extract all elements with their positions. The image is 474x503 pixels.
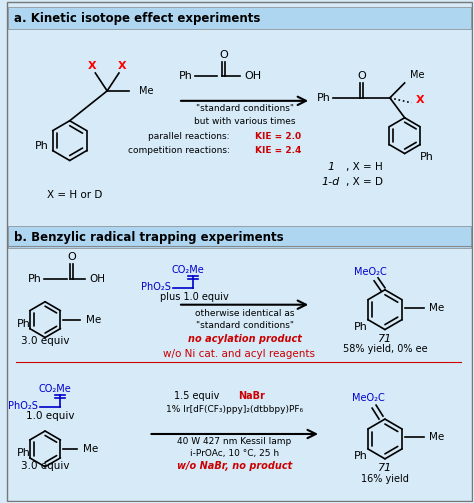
Text: Me: Me xyxy=(86,314,102,324)
Text: 3.0 equiv: 3.0 equiv xyxy=(21,461,69,471)
Text: 71: 71 xyxy=(378,333,392,344)
Text: 3.0 equiv: 3.0 equiv xyxy=(21,337,69,347)
Text: Ph: Ph xyxy=(17,318,30,328)
Text: Ph: Ph xyxy=(420,151,434,161)
Text: 1.5 equiv: 1.5 equiv xyxy=(174,391,222,401)
Text: Ph: Ph xyxy=(28,274,42,284)
Text: 1: 1 xyxy=(327,162,334,173)
Text: , X = H: , X = H xyxy=(346,162,383,173)
Text: 40 W 427 nm Kessil lamp: 40 W 427 nm Kessil lamp xyxy=(177,437,292,446)
Text: 16% yield: 16% yield xyxy=(361,474,409,484)
Text: competition reactions:: competition reactions: xyxy=(128,145,232,154)
Text: 1.0 equiv: 1.0 equiv xyxy=(26,411,74,421)
Text: O: O xyxy=(357,71,365,81)
Text: Ph: Ph xyxy=(354,321,367,331)
Text: i-PrOAc, 10 °C, 25 h: i-PrOAc, 10 °C, 25 h xyxy=(190,449,279,458)
Text: CO₂Me: CO₂Me xyxy=(172,265,204,275)
Text: OH: OH xyxy=(90,274,105,284)
Text: 71: 71 xyxy=(378,463,392,473)
Text: PhO₂S: PhO₂S xyxy=(9,401,38,411)
Text: Me: Me xyxy=(410,70,424,80)
FancyBboxPatch shape xyxy=(8,226,471,248)
Text: KIE = 2.0: KIE = 2.0 xyxy=(255,132,301,141)
Text: b. Benzylic radical trapping experiments: b. Benzylic radical trapping experiments xyxy=(14,230,283,243)
Text: O: O xyxy=(219,50,228,60)
Text: X = H or D: X = H or D xyxy=(47,190,102,200)
Text: plus 1.0 equiv: plus 1.0 equiv xyxy=(160,292,229,302)
Text: O: O xyxy=(67,252,76,262)
Text: X: X xyxy=(88,61,97,71)
Text: KIE = 2.4: KIE = 2.4 xyxy=(255,145,301,154)
Text: Me: Me xyxy=(429,303,445,313)
Text: Me: Me xyxy=(429,432,445,442)
Text: 58% yield, 0% ee: 58% yield, 0% ee xyxy=(343,345,427,355)
Text: OH: OH xyxy=(244,71,261,81)
Text: "standard conditions": "standard conditions" xyxy=(196,104,294,113)
Text: CO₂Me: CO₂Me xyxy=(38,384,71,394)
Text: otherwise identical as: otherwise identical as xyxy=(195,309,295,317)
Text: , X = D: , X = D xyxy=(346,178,383,187)
Text: X: X xyxy=(416,95,424,105)
Text: MeO₂C: MeO₂C xyxy=(352,393,384,403)
Text: w/o Ni cat. and acyl reagents: w/o Ni cat. and acyl reagents xyxy=(163,350,315,360)
Text: 1% Ir[dF(CF₃)ppy]₂(dtbbpy)PF₆: 1% Ir[dF(CF₃)ppy]₂(dtbbpy)PF₆ xyxy=(165,405,303,414)
FancyBboxPatch shape xyxy=(8,8,471,29)
Text: NaBr: NaBr xyxy=(238,391,265,401)
Text: Me: Me xyxy=(139,86,153,96)
Text: PhO₂S: PhO₂S xyxy=(141,282,171,292)
Text: w/o NaBr, no product: w/o NaBr, no product xyxy=(177,461,292,471)
Text: a. Kinetic isotope effect experiments: a. Kinetic isotope effect experiments xyxy=(14,12,260,25)
Text: Ph: Ph xyxy=(35,140,49,150)
Text: Ph: Ph xyxy=(317,93,331,103)
Text: X: X xyxy=(118,61,126,71)
Text: 1-d: 1-d xyxy=(322,178,340,187)
Text: parallel reactions:: parallel reactions: xyxy=(148,132,232,141)
Text: Ph: Ph xyxy=(354,451,367,461)
Text: but with various times: but with various times xyxy=(194,117,296,126)
Text: Ph: Ph xyxy=(17,448,30,458)
Text: Ph: Ph xyxy=(179,71,193,81)
Text: MeO₂C: MeO₂C xyxy=(354,267,386,277)
Text: Me: Me xyxy=(82,444,98,454)
Text: no acylation product: no acylation product xyxy=(188,333,302,344)
Text: "standard conditions": "standard conditions" xyxy=(196,320,294,329)
